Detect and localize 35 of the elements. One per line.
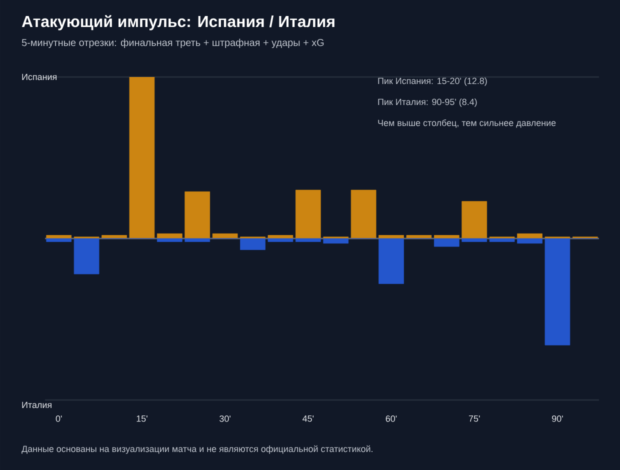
chart-subtitle: 5-минутные отрезки: финальная треть + штрафная + удары + xG — [22, 38, 324, 48]
bar — [350, 190, 376, 239]
bar — [517, 238, 542, 244]
x-tick-label: 75' — [468, 416, 480, 422]
x-tick-label: 60' — [386, 416, 397, 422]
bar — [184, 191, 210, 239]
annotation: Пик Италия: 90-95' (8.4) — [378, 98, 477, 107]
bar — [184, 238, 210, 242]
x-tick-label: 45' — [302, 416, 314, 422]
bar — [156, 238, 182, 242]
x-tick-label: 15' — [136, 416, 148, 422]
text: Данные основаны на визуализации матча и не являются официальной статистикой. — [22, 445, 372, 454]
bar — [378, 238, 404, 284]
bar — [434, 238, 460, 247]
bar — [295, 238, 321, 242]
chart-title: Атакующий импульс: Испания / Италия — [22, 15, 334, 30]
annotation: Пик Испания: 15-20' (12.8) — [378, 77, 487, 86]
bar — [489, 238, 515, 242]
x-tick-label: 30' — [220, 416, 230, 422]
bar — [74, 238, 100, 274]
bar — [46, 238, 72, 242]
bar — [268, 238, 294, 242]
bar — [323, 238, 349, 244]
bar — [462, 238, 488, 242]
x-tick-label: 90' — [552, 416, 563, 422]
bar — [129, 76, 155, 239]
bar — [240, 238, 266, 250]
bar — [462, 201, 488, 239]
bar — [212, 233, 238, 239]
x-tick-label: 0' — [56, 416, 62, 422]
text: Италия — [22, 402, 52, 408]
annotation: Испания — [22, 74, 56, 80]
annotation: Чем выше столбец, тем сильнее давление — [378, 119, 556, 128]
bar — [295, 190, 321, 239]
bar — [544, 238, 570, 346]
